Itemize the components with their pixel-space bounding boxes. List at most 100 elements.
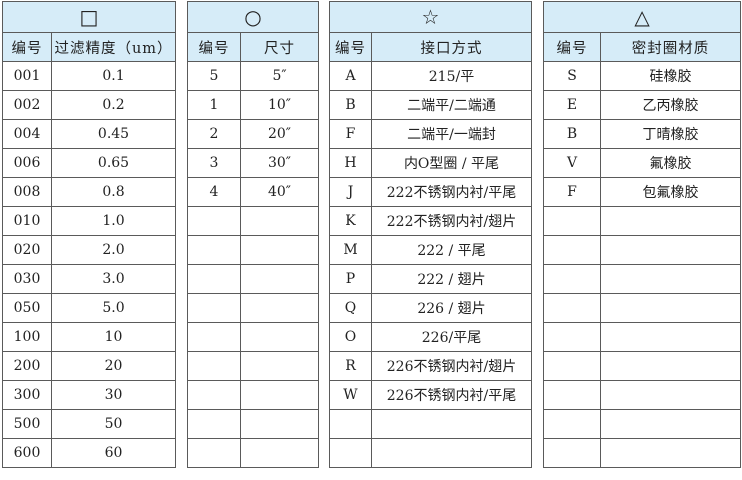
value-cell: 丁晴橡胶 xyxy=(599,119,742,149)
code-cell: 5 xyxy=(187,61,241,91)
column-header: 编号 xyxy=(329,32,372,62)
symbol-row: ○ xyxy=(186,1,320,33)
value-cell: 10″ xyxy=(239,90,320,120)
table-row: M 222 / 平尾 xyxy=(329,235,532,265)
table-row xyxy=(187,380,320,410)
value-cell: 60 xyxy=(51,438,176,468)
value-cell: 30 xyxy=(51,380,176,410)
code-cell: 004 xyxy=(2,119,52,149)
code-cell xyxy=(187,206,241,236)
code-cell xyxy=(543,235,601,265)
value-cell: 5.0 xyxy=(51,293,176,323)
column-header: 过滤精度（um） xyxy=(51,32,176,62)
code-cell: 001 xyxy=(2,61,52,91)
table-row xyxy=(187,409,320,439)
value-cell: 乙丙橡胶 xyxy=(599,90,742,120)
table-row: 030 3.0 xyxy=(2,264,176,294)
value-cell: 0.45 xyxy=(51,119,176,149)
code-cell: H xyxy=(329,148,372,178)
value-cell: 20 xyxy=(51,351,176,381)
table-row xyxy=(187,235,320,265)
table-row: J 222不锈钢内衬/平尾 xyxy=(329,177,532,207)
code-cell: F xyxy=(543,177,601,207)
table-row: 5 5″ xyxy=(187,61,320,91)
value-cell: 10 xyxy=(51,322,176,352)
table-row: 008 0.8 xyxy=(2,177,176,207)
value-cell: 3.0 xyxy=(51,264,176,294)
value-cell: 2.0 xyxy=(51,235,176,265)
code-cell xyxy=(187,409,241,439)
table-row xyxy=(543,206,742,236)
value-cell: 二端平/一端封 xyxy=(371,119,532,149)
code-cell xyxy=(187,351,241,381)
table-square: □ 编号 过滤精度（um） 001 0.1 002 0.2 004 0.45 006 0.65 008… xyxy=(2,1,176,468)
table-row xyxy=(543,322,742,352)
column-header: 编号 xyxy=(543,32,601,62)
value-cell: 226不锈钢内衬/翅片 xyxy=(371,351,532,381)
code-cell: J xyxy=(329,177,372,207)
symbol-row: □ xyxy=(2,1,176,33)
table-row: P 222 / 翅片 xyxy=(329,264,532,294)
table-row: 004 0.45 xyxy=(2,119,176,149)
table-row xyxy=(543,438,742,468)
table-row: 050 5.0 xyxy=(2,293,176,323)
table-row: 010 1.0 xyxy=(2,206,176,236)
code-cell: P xyxy=(329,264,372,294)
code-cell xyxy=(543,351,601,381)
circle-icon: ○ xyxy=(186,1,320,33)
value-cell xyxy=(239,264,320,294)
header-row: 编号 尺寸 xyxy=(187,32,320,62)
value-cell: 20″ xyxy=(239,119,320,149)
value-cell: 5″ xyxy=(239,61,320,91)
value-cell xyxy=(371,409,532,439)
column-header: 密封圈材质 xyxy=(599,32,742,62)
table-row xyxy=(543,351,742,381)
code-cell xyxy=(543,206,601,236)
code-cell: E xyxy=(543,90,601,120)
table-row: E 乙丙橡胶 xyxy=(543,90,742,120)
table-row: B 丁晴橡胶 xyxy=(543,119,742,149)
value-cell: 222 / 翅片 xyxy=(371,264,532,294)
code-cell: 300 xyxy=(2,380,52,410)
table-row: 4 40″ xyxy=(187,177,320,207)
code-cell: F xyxy=(329,119,372,149)
code-cell xyxy=(187,235,241,265)
value-cell xyxy=(599,351,742,381)
value-cell xyxy=(599,206,742,236)
value-cell: 226/平尾 xyxy=(371,322,532,352)
value-cell xyxy=(599,380,742,410)
header-row: 编号 接口方式 xyxy=(329,32,532,62)
value-cell: 氟橡胶 xyxy=(599,148,742,178)
value-cell: 包氟橡胶 xyxy=(599,177,742,207)
value-cell: 硅橡胶 xyxy=(599,61,742,91)
column-header: 尺寸 xyxy=(239,32,320,62)
table-row: F 二端平/一端封 xyxy=(329,119,532,149)
code-cell xyxy=(187,438,241,468)
code-cell: A xyxy=(329,61,372,91)
code-cell: 1 xyxy=(187,90,241,120)
code-cell: W xyxy=(329,380,372,410)
code-cell xyxy=(543,322,601,352)
code-cell: 020 xyxy=(2,235,52,265)
table-row: B 二端平/二端通 xyxy=(329,90,532,120)
value-cell: 1.0 xyxy=(51,206,176,236)
table-row: R 226不锈钢内衬/翅片 xyxy=(329,351,532,381)
code-cell: S xyxy=(543,61,601,91)
code-cell: 030 xyxy=(2,264,52,294)
table-row: S 硅橡胶 xyxy=(543,61,742,91)
value-cell xyxy=(239,322,320,352)
table-row xyxy=(543,380,742,410)
value-cell: 0.2 xyxy=(51,90,176,120)
code-cell: 006 xyxy=(2,148,52,178)
table-row: A 215/平 xyxy=(329,61,532,91)
value-cell: 内O型圈 / 平尾 xyxy=(371,148,532,178)
square-icon: □ xyxy=(2,1,176,33)
value-cell: 二端平/二端通 xyxy=(371,90,532,120)
table-row: 001 0.1 xyxy=(2,61,176,91)
value-cell xyxy=(599,235,742,265)
code-cell: 002 xyxy=(2,90,52,120)
header-row: 编号 密封圈材质 xyxy=(543,32,742,62)
value-cell xyxy=(239,380,320,410)
table-row: W 226不锈钢内衬/平尾 xyxy=(329,380,532,410)
value-cell xyxy=(239,206,320,236)
